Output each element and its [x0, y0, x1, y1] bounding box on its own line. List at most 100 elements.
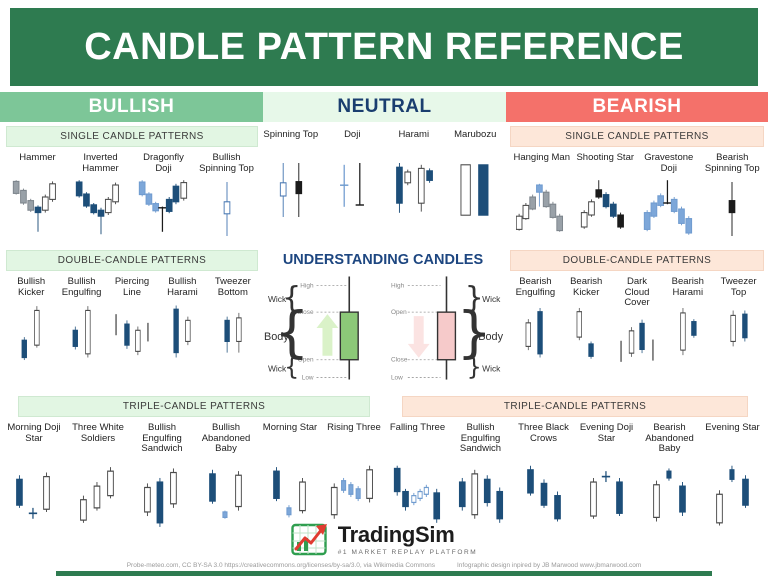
pattern-label: Three Black Crows — [518, 422, 569, 444]
page-title: CANDLE PATTERN REFERENCE — [84, 25, 684, 68]
svg-text:Open: Open — [391, 309, 407, 316]
svg-text:Close: Close — [297, 309, 314, 316]
pattern-cell: Tweezer Top — [713, 276, 764, 365]
pattern-label: Doji — [344, 129, 361, 140]
pattern-cell: Evening Doji Star — [575, 422, 638, 531]
footer-logo: TradingSim #1 MARKET REPLAY PLATFORM — [0, 522, 768, 556]
understanding-candles-section: UNDERSTANDING CANDLES High Close Open Low{{… — [260, 252, 506, 384]
pattern-cell: Bearish Spinning Top — [701, 152, 765, 239]
pattern-cell: Tweezer Bottom — [208, 276, 258, 365]
pattern-chart — [643, 180, 692, 235]
pattern-label: Dragonfly Doji — [143, 152, 184, 174]
svg-text:Close: Close — [391, 357, 408, 364]
section-header-bearish-double: DOUBLE-CANDLE PATTERNS — [510, 250, 764, 271]
bearish-single-section: SINGLE CANDLE PATTERNS Hanging Man Shooti… — [510, 126, 764, 239]
svg-text:}: } — [467, 353, 482, 381]
column-header-bearish: BEARISH — [506, 92, 768, 122]
pattern-chart — [80, 467, 114, 523]
pattern-chart — [525, 307, 544, 358]
pattern-chart — [576, 307, 594, 359]
pattern-label: Shooting Star — [576, 152, 635, 163]
section-header-bearish-triple: TRIPLE-CANDLE PATTERNS — [402, 396, 748, 417]
pattern-cell: Bullish Engulfing Sandwich — [130, 422, 194, 531]
pattern-label: Bearish Engulfing — [515, 276, 556, 298]
svg-text:Wick: Wick — [268, 294, 287, 304]
understanding-candles-title: UNDERSTANDING CANDLES — [282, 252, 484, 268]
svg-text:Wick: Wick — [482, 364, 501, 374]
bullish-double-patterns: Bullish Kicker Bullish Engulfing Piercing … — [6, 276, 258, 365]
pattern-label: Bullish Harami — [167, 276, 198, 298]
pattern-cell: Spinning Top — [260, 129, 322, 220]
pattern-chart — [715, 465, 749, 526]
pattern-label: Tweezer Top — [720, 276, 757, 298]
bearish-single-patterns: Hanging Man Shooting Star Gravestone Doji B… — [510, 152, 765, 239]
pattern-chart — [620, 319, 654, 362]
attribution-license: Probe-meteo.com, CC BY-SA 3.0 https://cr… — [126, 562, 435, 569]
pattern-cell: Three Black Crows — [512, 422, 575, 531]
pattern-label: Tweezer Bottom — [214, 276, 251, 298]
pattern-cell: Shooting Star — [574, 152, 638, 239]
bearish-triple-section: TRIPLE-CANDLE PATTERNS Falling Three Bull… — [386, 396, 764, 531]
svg-text:Low: Low — [302, 375, 314, 382]
title-banner: CANDLE PATTERN REFERENCE — [10, 8, 758, 86]
pattern-label: Bullish Engulfing — [61, 276, 102, 298]
svg-text:Wick: Wick — [268, 364, 287, 374]
bullish-double-section: DOUBLE-CANDLE PATTERNS Bullish Kicker Bul… — [6, 250, 258, 365]
pattern-cell: Bullish Kicker — [6, 276, 56, 365]
pattern-label: Bullish Engulfing Sandwich — [141, 422, 183, 455]
pattern-chart — [393, 465, 440, 523]
pattern-cell: Morning Doji Star — [2, 422, 66, 531]
tradingsim-logo-icon — [291, 523, 327, 556]
svg-text:High: High — [391, 282, 405, 289]
pattern-chart — [115, 314, 149, 356]
brand-name: TradingSim — [337, 522, 455, 547]
pattern-cell: Bullish Abandoned Baby — [194, 422, 258, 531]
pattern-label: Hammer — [19, 152, 56, 163]
attribution-credit: Infographic design inpired by JB Marwood… — [457, 562, 642, 569]
svg-text:}: } — [457, 300, 492, 365]
neutral-single-patterns: Spinning Top Doji Harami Marubozu — [260, 129, 506, 220]
neutral-single-section: Spinning Top Doji Harami Marubozu — [260, 129, 506, 220]
pattern-chart — [340, 163, 365, 207]
pattern-cell: Bearish Harami — [662, 276, 713, 365]
pattern-label: Piercing Line — [114, 276, 150, 298]
pattern-cell: Gravestone Doji — [637, 152, 701, 239]
bearish-double-patterns: Bearish Engulfing Bearish Kicker Dark Clou… — [510, 276, 764, 373]
pattern-chart — [581, 180, 625, 229]
pattern-label: Falling Three — [389, 422, 446, 433]
section-header-bullish-single: SINGLE CANDLE PATTERNS — [6, 126, 258, 147]
pattern-cell: Bearish Engulfing — [510, 276, 561, 365]
pattern-chart — [652, 468, 686, 522]
pattern-cell: Dragonfly Doji — [132, 152, 195, 239]
pattern-chart — [75, 180, 119, 235]
pattern-cell: Bullish Engulfing — [56, 276, 106, 365]
pattern-chart — [279, 163, 302, 217]
pattern-chart — [16, 472, 50, 519]
svg-text:Open: Open — [298, 357, 314, 364]
pattern-label: Bullish Engulfing Sandwich — [459, 422, 502, 455]
bearish-double-section: DOUBLE-CANDLE PATTERNS Bearish Engulfing… — [510, 250, 764, 373]
pattern-chart — [144, 468, 177, 527]
pattern-label: Marubozu — [454, 129, 497, 140]
pattern-chart — [589, 471, 623, 519]
brand-tagline: #1 MARKET REPLAY PLATFORM — [337, 549, 478, 556]
pattern-chart — [223, 182, 230, 236]
pattern-chart — [138, 180, 187, 232]
svg-text:Low: Low — [391, 375, 403, 382]
pattern-chart — [12, 180, 56, 232]
pattern-label: Hanging Man — [513, 152, 570, 163]
pattern-chart — [680, 307, 697, 356]
bullish-triple-patterns: Morning Doji Star Three White Soldiers Bul… — [2, 422, 386, 531]
svg-text:High: High — [300, 282, 314, 289]
pattern-label: Bearish Abandoned Baby — [645, 422, 694, 455]
pattern-label: Bullish Kicker — [17, 276, 46, 298]
section-header-bearish-single: SINGLE CANDLE PATTERNS — [510, 126, 764, 147]
pattern-label: Evening Doji Star — [579, 422, 634, 444]
pattern-chart — [515, 183, 563, 232]
column-headers: BULLISH NEUTRAL BEARISH — [0, 92, 768, 122]
pattern-cell: Piercing Line — [107, 276, 157, 365]
pattern-chart — [458, 469, 503, 523]
pattern-chart — [173, 305, 191, 358]
